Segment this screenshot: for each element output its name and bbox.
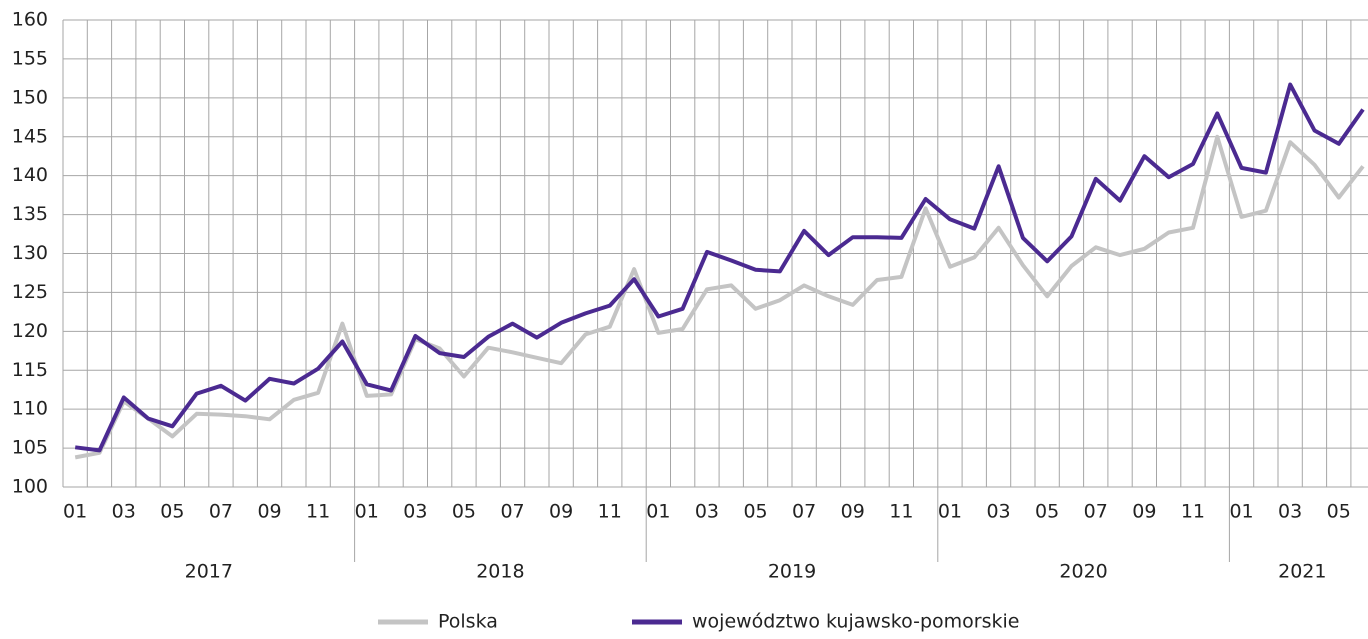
x-tick-label: 01: [1229, 501, 1253, 523]
x-tick-label: 03: [695, 501, 719, 523]
legend-label: Polska: [438, 611, 498, 633]
series-line: [74, 134, 1365, 460]
x-tick-label: 03: [986, 501, 1010, 523]
x-tick-label: 05: [1327, 501, 1351, 523]
x-tick-label: 03: [403, 501, 427, 523]
y-tick-label: 120: [12, 320, 48, 342]
x-tick-label: 09: [549, 501, 573, 523]
x-tick-label: 01: [938, 501, 962, 523]
year-label: 2018: [476, 561, 524, 583]
x-tick-label: 05: [160, 501, 184, 523]
x-tick-label: 09: [841, 501, 865, 523]
year-label: 2019: [768, 561, 816, 583]
x-tick-label: 11: [306, 501, 330, 523]
x-tick-label: 07: [1084, 501, 1108, 523]
year-label: 2021: [1278, 561, 1326, 583]
y-tick-label: 140: [12, 164, 48, 186]
y-tick-label: 155: [12, 47, 48, 69]
x-tick-label: 07: [792, 501, 816, 523]
x-tick-label: 07: [500, 501, 524, 523]
x-tick-label: 05: [452, 501, 476, 523]
x-tick-label: 09: [257, 501, 281, 523]
x-tick-label: 05: [743, 501, 767, 523]
x-tick-label: 11: [1181, 501, 1205, 523]
x-tick-label: 11: [889, 501, 913, 523]
year-label: 2017: [185, 561, 233, 583]
x-tick-label: 01: [63, 501, 87, 523]
y-tick-label: 135: [12, 203, 48, 225]
y-tick-label: 100: [12, 476, 48, 498]
legend-label: województwo kujawsko-pomorskie: [692, 611, 1019, 633]
x-tick-label: 01: [355, 501, 379, 523]
x-tick-label: 03: [112, 501, 136, 523]
year-label: 2020: [1059, 561, 1107, 583]
x-tick-label: 07: [209, 501, 233, 523]
x-tick-label: 11: [598, 501, 622, 523]
y-tick-label: 125: [12, 281, 48, 303]
y-tick-label: 160: [12, 9, 48, 31]
x-tick-label: 03: [1278, 501, 1302, 523]
x-tick-label: 01: [646, 501, 670, 523]
y-tick-label: 150: [12, 86, 48, 108]
x-tick-label: 09: [1132, 501, 1156, 523]
y-tick-label: 115: [12, 359, 48, 381]
y-tick-label: 130: [12, 242, 48, 264]
y-tick-label: 145: [12, 125, 48, 147]
y-tick-label: 110: [12, 398, 48, 420]
x-tick-label: 05: [1035, 501, 1059, 523]
y-tick-label: 105: [12, 437, 48, 459]
series-line: [74, 82, 1365, 453]
